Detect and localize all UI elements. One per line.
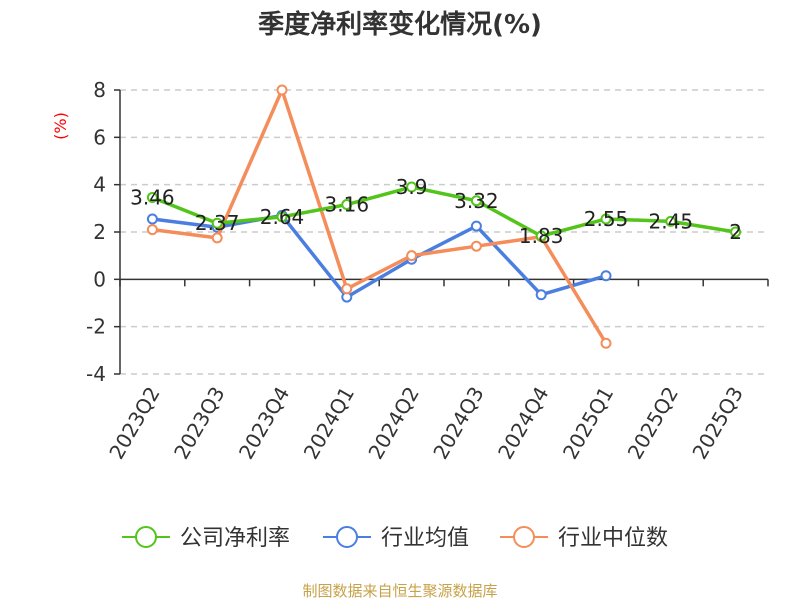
chart-title: 季度净利率变化情况(%) xyxy=(258,9,542,40)
series-line xyxy=(152,213,607,299)
data-label: 3.16 xyxy=(325,193,370,217)
axes xyxy=(114,89,769,375)
legend[interactable]: 公司净利率 行业均值 行业中位数 xyxy=(122,526,668,551)
data-point xyxy=(211,232,223,244)
data-point xyxy=(535,230,547,242)
data-label: 2.37 xyxy=(195,211,240,235)
source-note: 制图数据来自恒生聚源数据库 xyxy=(302,582,497,600)
y-tick-label: -4 xyxy=(86,362,106,386)
data-point xyxy=(535,289,547,301)
data-label: 3.9 xyxy=(396,175,428,199)
data-point xyxy=(600,213,612,225)
legend-item[interactable]: 公司净利率 xyxy=(122,526,290,551)
data-point xyxy=(341,283,353,295)
y-tick-label: -2 xyxy=(86,315,106,339)
legend-label: 公司净利率 xyxy=(180,526,290,551)
legend-label: 行业中位数 xyxy=(558,526,668,551)
data-point xyxy=(276,84,288,96)
data-label: 3.32 xyxy=(454,189,499,213)
data-point xyxy=(146,213,158,225)
x-tick-labels: 2023Q2 2023Q3 2023Q4 2024Q1 2024Q2 2024Q3 2024… xyxy=(104,383,748,464)
data-label: 3.46 xyxy=(130,185,175,209)
data-point xyxy=(600,337,612,349)
x-tick-label: 2025Q3 xyxy=(687,383,747,464)
x-tick-label: 2023Q2 xyxy=(104,383,164,464)
data-point xyxy=(470,240,482,252)
y-axis-label: (%) xyxy=(51,112,70,140)
data-label: 2.55 xyxy=(584,207,629,231)
data-point xyxy=(600,270,612,282)
data-point xyxy=(730,226,742,238)
y-tick-labels: -4 -2 0 2 4 6 8 xyxy=(86,78,106,386)
x-tick-label: 2025Q1 xyxy=(558,383,618,464)
series-line xyxy=(151,185,736,238)
legend-marker xyxy=(513,526,535,548)
x-tick-label: 2024Q1 xyxy=(299,383,359,464)
x-tick-label: 2024Q3 xyxy=(428,383,488,464)
data-point xyxy=(470,220,482,232)
legend-label: 行业均值 xyxy=(381,526,469,551)
y-tick-label: 0 xyxy=(93,267,106,291)
data-point xyxy=(341,199,353,211)
series-layer xyxy=(146,84,742,349)
data-labels: 3.46 2.37 2.64 3.16 3.9 3.32 1.83 2.55 2.45 2 xyxy=(130,175,742,248)
data-point xyxy=(211,217,223,229)
grid-lines xyxy=(120,89,768,375)
data-point xyxy=(406,181,418,193)
y-tick-label: 8 xyxy=(93,78,106,102)
y-tick-label: 4 xyxy=(93,173,106,197)
data-point xyxy=(276,211,288,223)
data-label: 1.83 xyxy=(519,224,564,248)
data-label: 2.45 xyxy=(649,209,694,233)
data-label: 2 xyxy=(729,220,742,244)
legend-marker xyxy=(336,526,358,548)
legend-item[interactable]: 行业均值 xyxy=(323,526,469,551)
x-tick-label: 2025Q2 xyxy=(623,383,683,464)
data-point xyxy=(665,215,677,227)
y-tick-label: 6 xyxy=(93,125,106,149)
data-point xyxy=(470,195,482,207)
data-label: 2.64 xyxy=(260,205,305,229)
data-point xyxy=(406,250,418,262)
legend-item[interactable]: 行业中位数 xyxy=(500,526,668,551)
x-tick-label: 2024Q2 xyxy=(363,383,423,464)
series-line xyxy=(152,88,608,345)
data-point xyxy=(146,191,158,203)
x-tick-label: 2024Q4 xyxy=(493,383,553,464)
y-tick-label: 2 xyxy=(93,220,106,244)
data-point xyxy=(146,224,158,236)
legend-marker xyxy=(135,526,157,548)
x-tick-label: 2023Q3 xyxy=(169,383,229,464)
x-tick-label: 2023Q4 xyxy=(234,383,294,464)
